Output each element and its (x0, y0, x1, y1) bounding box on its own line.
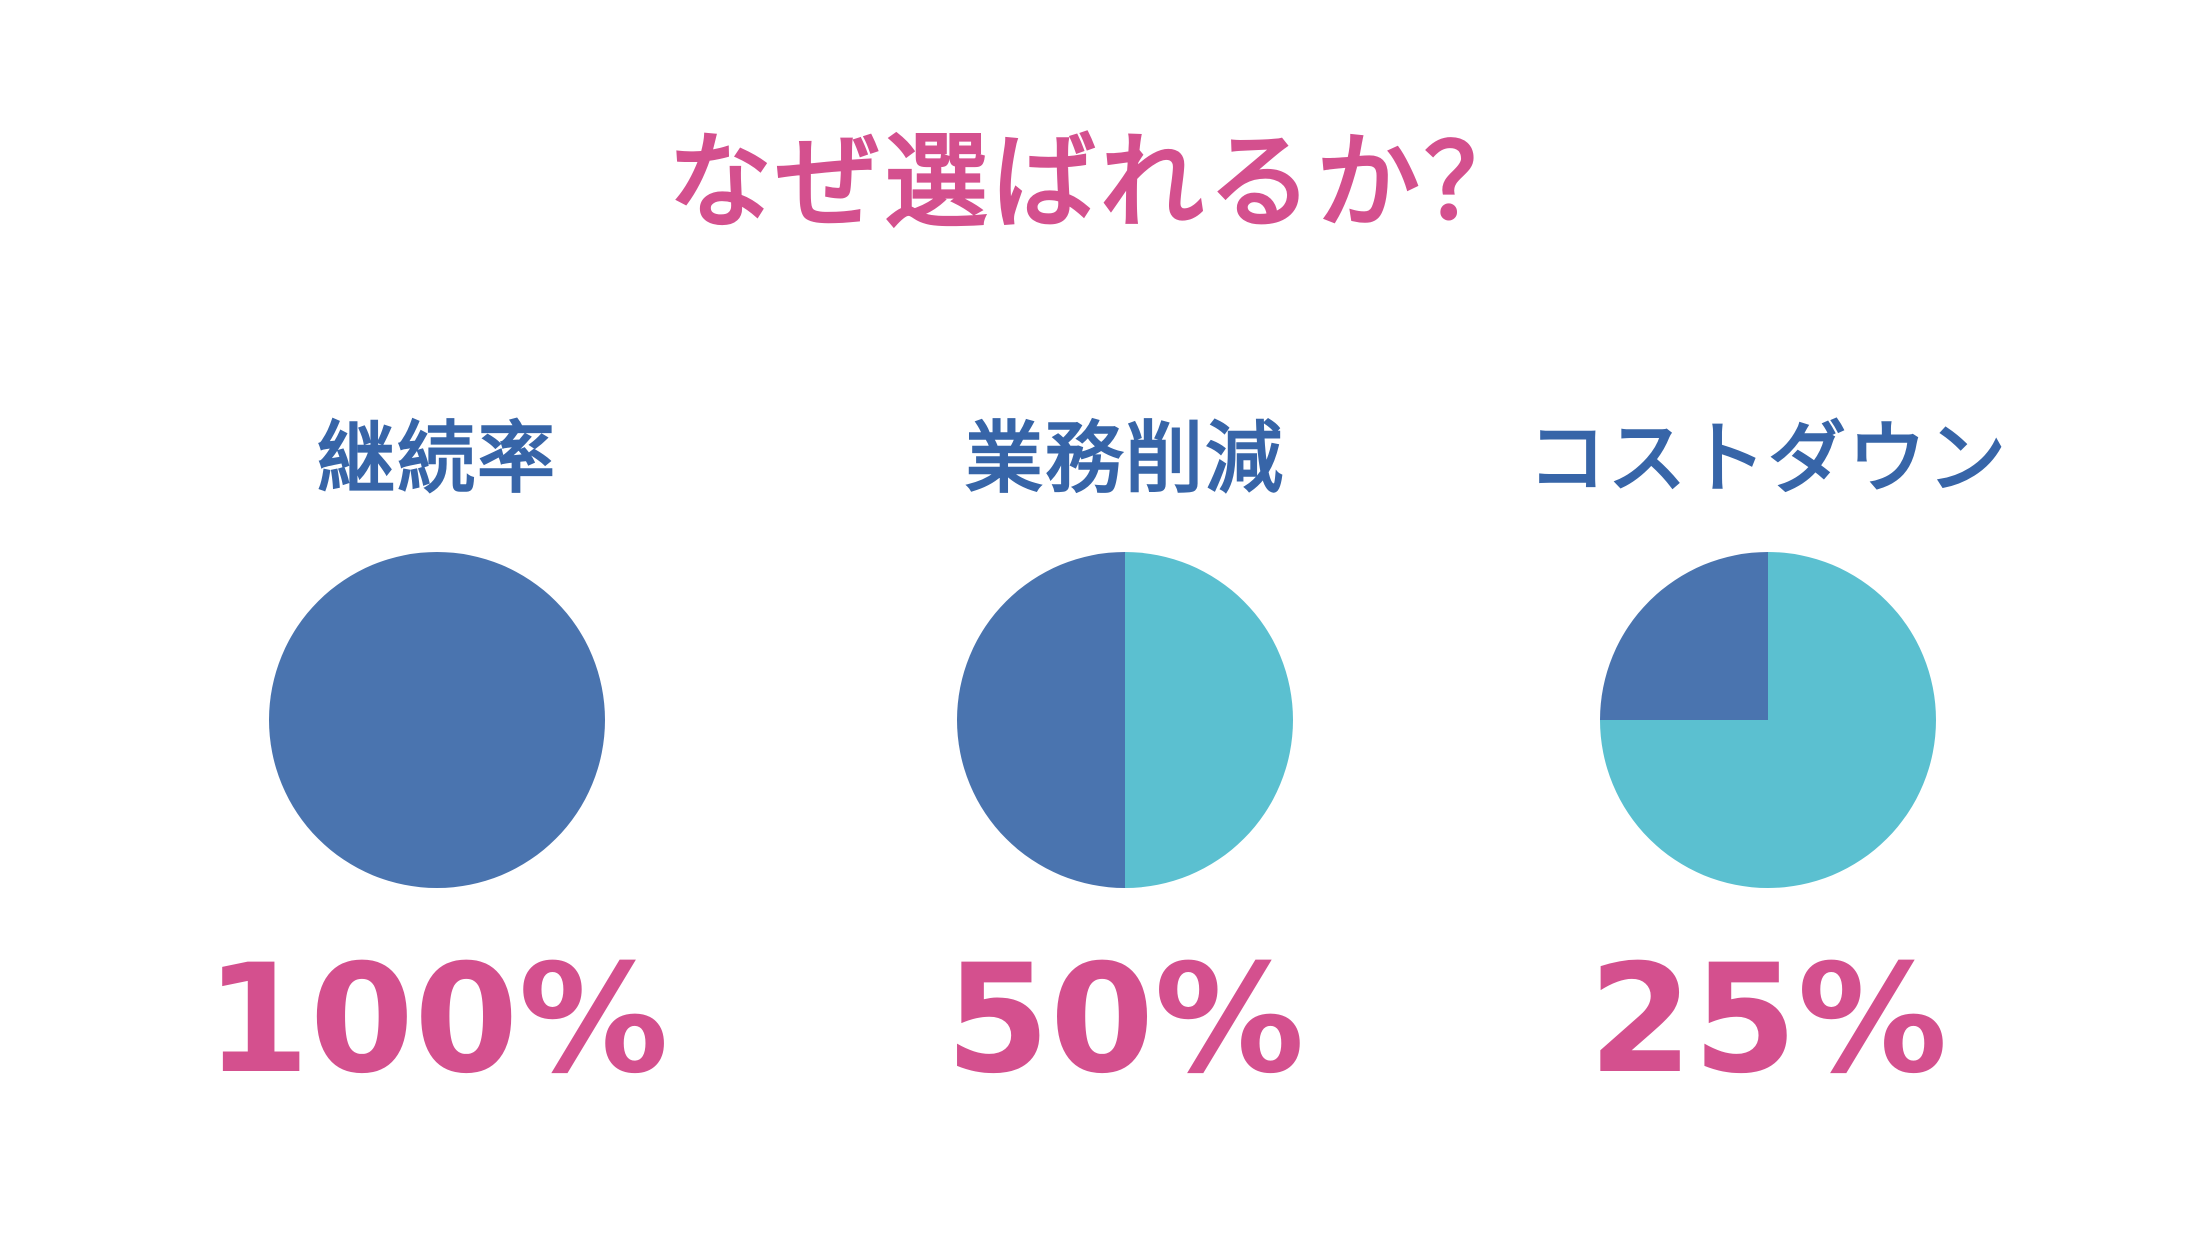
pie-slice-0 (269, 552, 605, 888)
page-title: なぜ選ばれるか？ (667, 121, 1532, 243)
chart-title: 継続率 (316, 414, 557, 504)
pie-chart-retention (269, 552, 605, 888)
pie-slice-1 (1600, 552, 1936, 888)
chart-value-label: 25% (1588, 933, 1948, 1107)
pie-slice-0 (1600, 552, 1768, 720)
chart-panel-cost-down: コストダウン 25% (1508, 400, 2028, 1100)
chart-panel-workload-reduction: 業務削減 50% (865, 400, 1385, 1100)
pie-slice-1 (1125, 552, 1293, 888)
chart-panel-retention: 継続率 100% (177, 400, 697, 1100)
chart-value-label: 100% (205, 933, 669, 1107)
pie-slice-0 (957, 552, 1125, 888)
chart-value-label: 50% (945, 933, 1305, 1107)
chart-title: コストダウン (1527, 414, 2008, 504)
pie-chart-workload-reduction (957, 552, 1293, 888)
pie-chart-cost-down (1600, 552, 1936, 888)
chart-title: 業務削減 (964, 414, 1285, 504)
